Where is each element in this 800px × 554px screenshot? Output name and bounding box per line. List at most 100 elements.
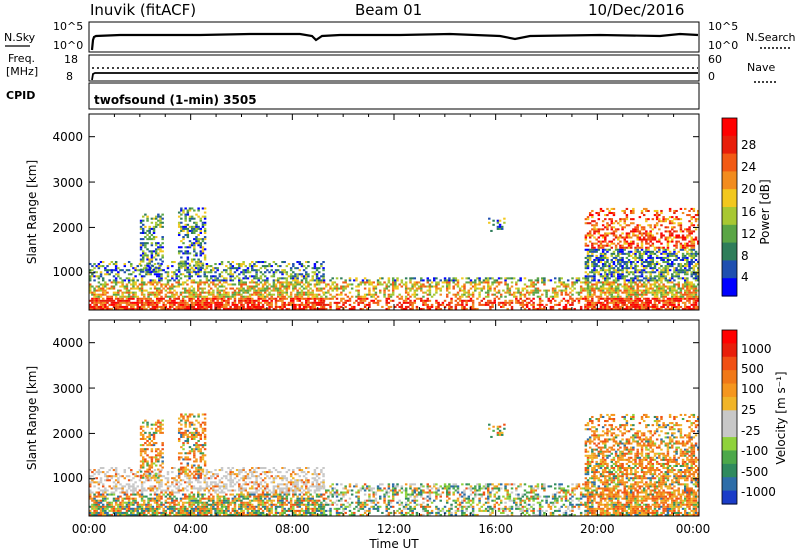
- power-cell: [383, 289, 386, 292]
- power-cell: [281, 281, 284, 284]
- velocity-cell: [130, 501, 133, 504]
- power-cell: [532, 307, 535, 310]
- power-cell: [159, 258, 162, 261]
- power-cell: [162, 307, 165, 310]
- power-cell: [155, 281, 159, 284]
- power-cell: [238, 301, 241, 304]
- power-cell: [192, 291, 196, 294]
- power-cell: [344, 287, 347, 290]
- power-cell: [307, 289, 310, 292]
- power-cell: [634, 293, 637, 296]
- power-cell: [97, 289, 101, 292]
- velocity-cell: [121, 503, 124, 506]
- power-cell: [227, 283, 230, 286]
- velocity-cell: [164, 509, 168, 512]
- power-cell: [197, 207, 200, 210]
- velocity-cell: [164, 483, 168, 486]
- power-cell: [515, 287, 518, 290]
- power-cell: [212, 279, 215, 282]
- power-cell: [619, 295, 622, 298]
- power-cell: [625, 297, 629, 300]
- power-cell: [300, 265, 304, 268]
- power-cell: [614, 228, 618, 231]
- power-cell: [114, 267, 118, 270]
- power-cell: [285, 279, 289, 282]
- power-cell: [117, 299, 120, 302]
- power-cell: [110, 303, 114, 306]
- power-cell: [625, 232, 629, 235]
- power-cell: [688, 267, 691, 270]
- power-cell: [268, 283, 271, 286]
- power-cell: [409, 287, 412, 290]
- power-cell: [467, 277, 471, 280]
- power-cell: [610, 228, 614, 231]
- power-cell: [629, 277, 633, 280]
- velocity-cell: [104, 511, 107, 514]
- power-cell: [149, 291, 152, 294]
- power-cell: [190, 301, 193, 304]
- power-cell: [309, 305, 312, 308]
- power-cell: [629, 246, 633, 249]
- power-cell: [307, 303, 310, 306]
- power-cell: [140, 293, 144, 296]
- power-cell: [159, 268, 162, 271]
- power-cell: [597, 273, 601, 276]
- power-cell: [660, 224, 663, 227]
- power-cell: [203, 283, 206, 286]
- power-cell: [647, 209, 650, 212]
- power-cell: [238, 281, 241, 284]
- power-cell: [471, 293, 475, 296]
- power-cell: [242, 305, 245, 308]
- power-cell: [257, 295, 260, 298]
- power-cell: [593, 301, 596, 304]
- power-cell: [329, 301, 332, 304]
- power-cell: [614, 295, 618, 298]
- velocity-cell: [106, 501, 109, 504]
- power-cell: [614, 236, 618, 239]
- power-cell: [625, 267, 629, 270]
- power-cell: [283, 297, 286, 300]
- power-cell: [231, 307, 235, 310]
- power-cell: [497, 301, 501, 304]
- power-cell: [681, 212, 685, 215]
- velocity-cell: [121, 485, 124, 488]
- power-cell: [688, 295, 691, 298]
- power-cell: [251, 267, 254, 270]
- power-cell: [617, 283, 620, 286]
- power-cell: [263, 301, 267, 304]
- power-cell: [117, 267, 120, 270]
- power-cell: [688, 230, 691, 233]
- power-cell: [471, 303, 475, 306]
- power-cell: [690, 261, 693, 264]
- velocity-cell: [166, 485, 170, 488]
- power-cell: [692, 207, 696, 210]
- velocity-cell: [143, 487, 146, 490]
- power-cell: [692, 242, 696, 245]
- power-cell: [614, 256, 618, 259]
- power-cell: [242, 269, 245, 272]
- power-cell: [679, 271, 683, 274]
- power-cell: [302, 287, 306, 290]
- velocity-cell: [101, 483, 105, 486]
- power-cell: [582, 289, 585, 292]
- velocity-cell: [99, 509, 103, 512]
- power-cell: [276, 265, 280, 268]
- power-cell: [398, 283, 401, 286]
- power-cell: [121, 297, 124, 300]
- power-cell: [658, 289, 661, 292]
- power-cell: [106, 299, 109, 302]
- power-cell: [586, 258, 590, 261]
- velocity-cell: [158, 493, 161, 496]
- power-cell: [640, 209, 644, 212]
- power-cell: [229, 279, 232, 282]
- power-cell: [601, 244, 605, 247]
- power-cell: [604, 265, 607, 268]
- power-cell: [89, 289, 92, 292]
- power-cell: [456, 283, 460, 286]
- power-cell: [496, 227, 500, 230]
- power-cell: [478, 295, 481, 298]
- power-cell: [512, 293, 516, 296]
- power-cell: [313, 299, 317, 302]
- power-cell: [161, 250, 164, 253]
- power-cell: [564, 293, 568, 296]
